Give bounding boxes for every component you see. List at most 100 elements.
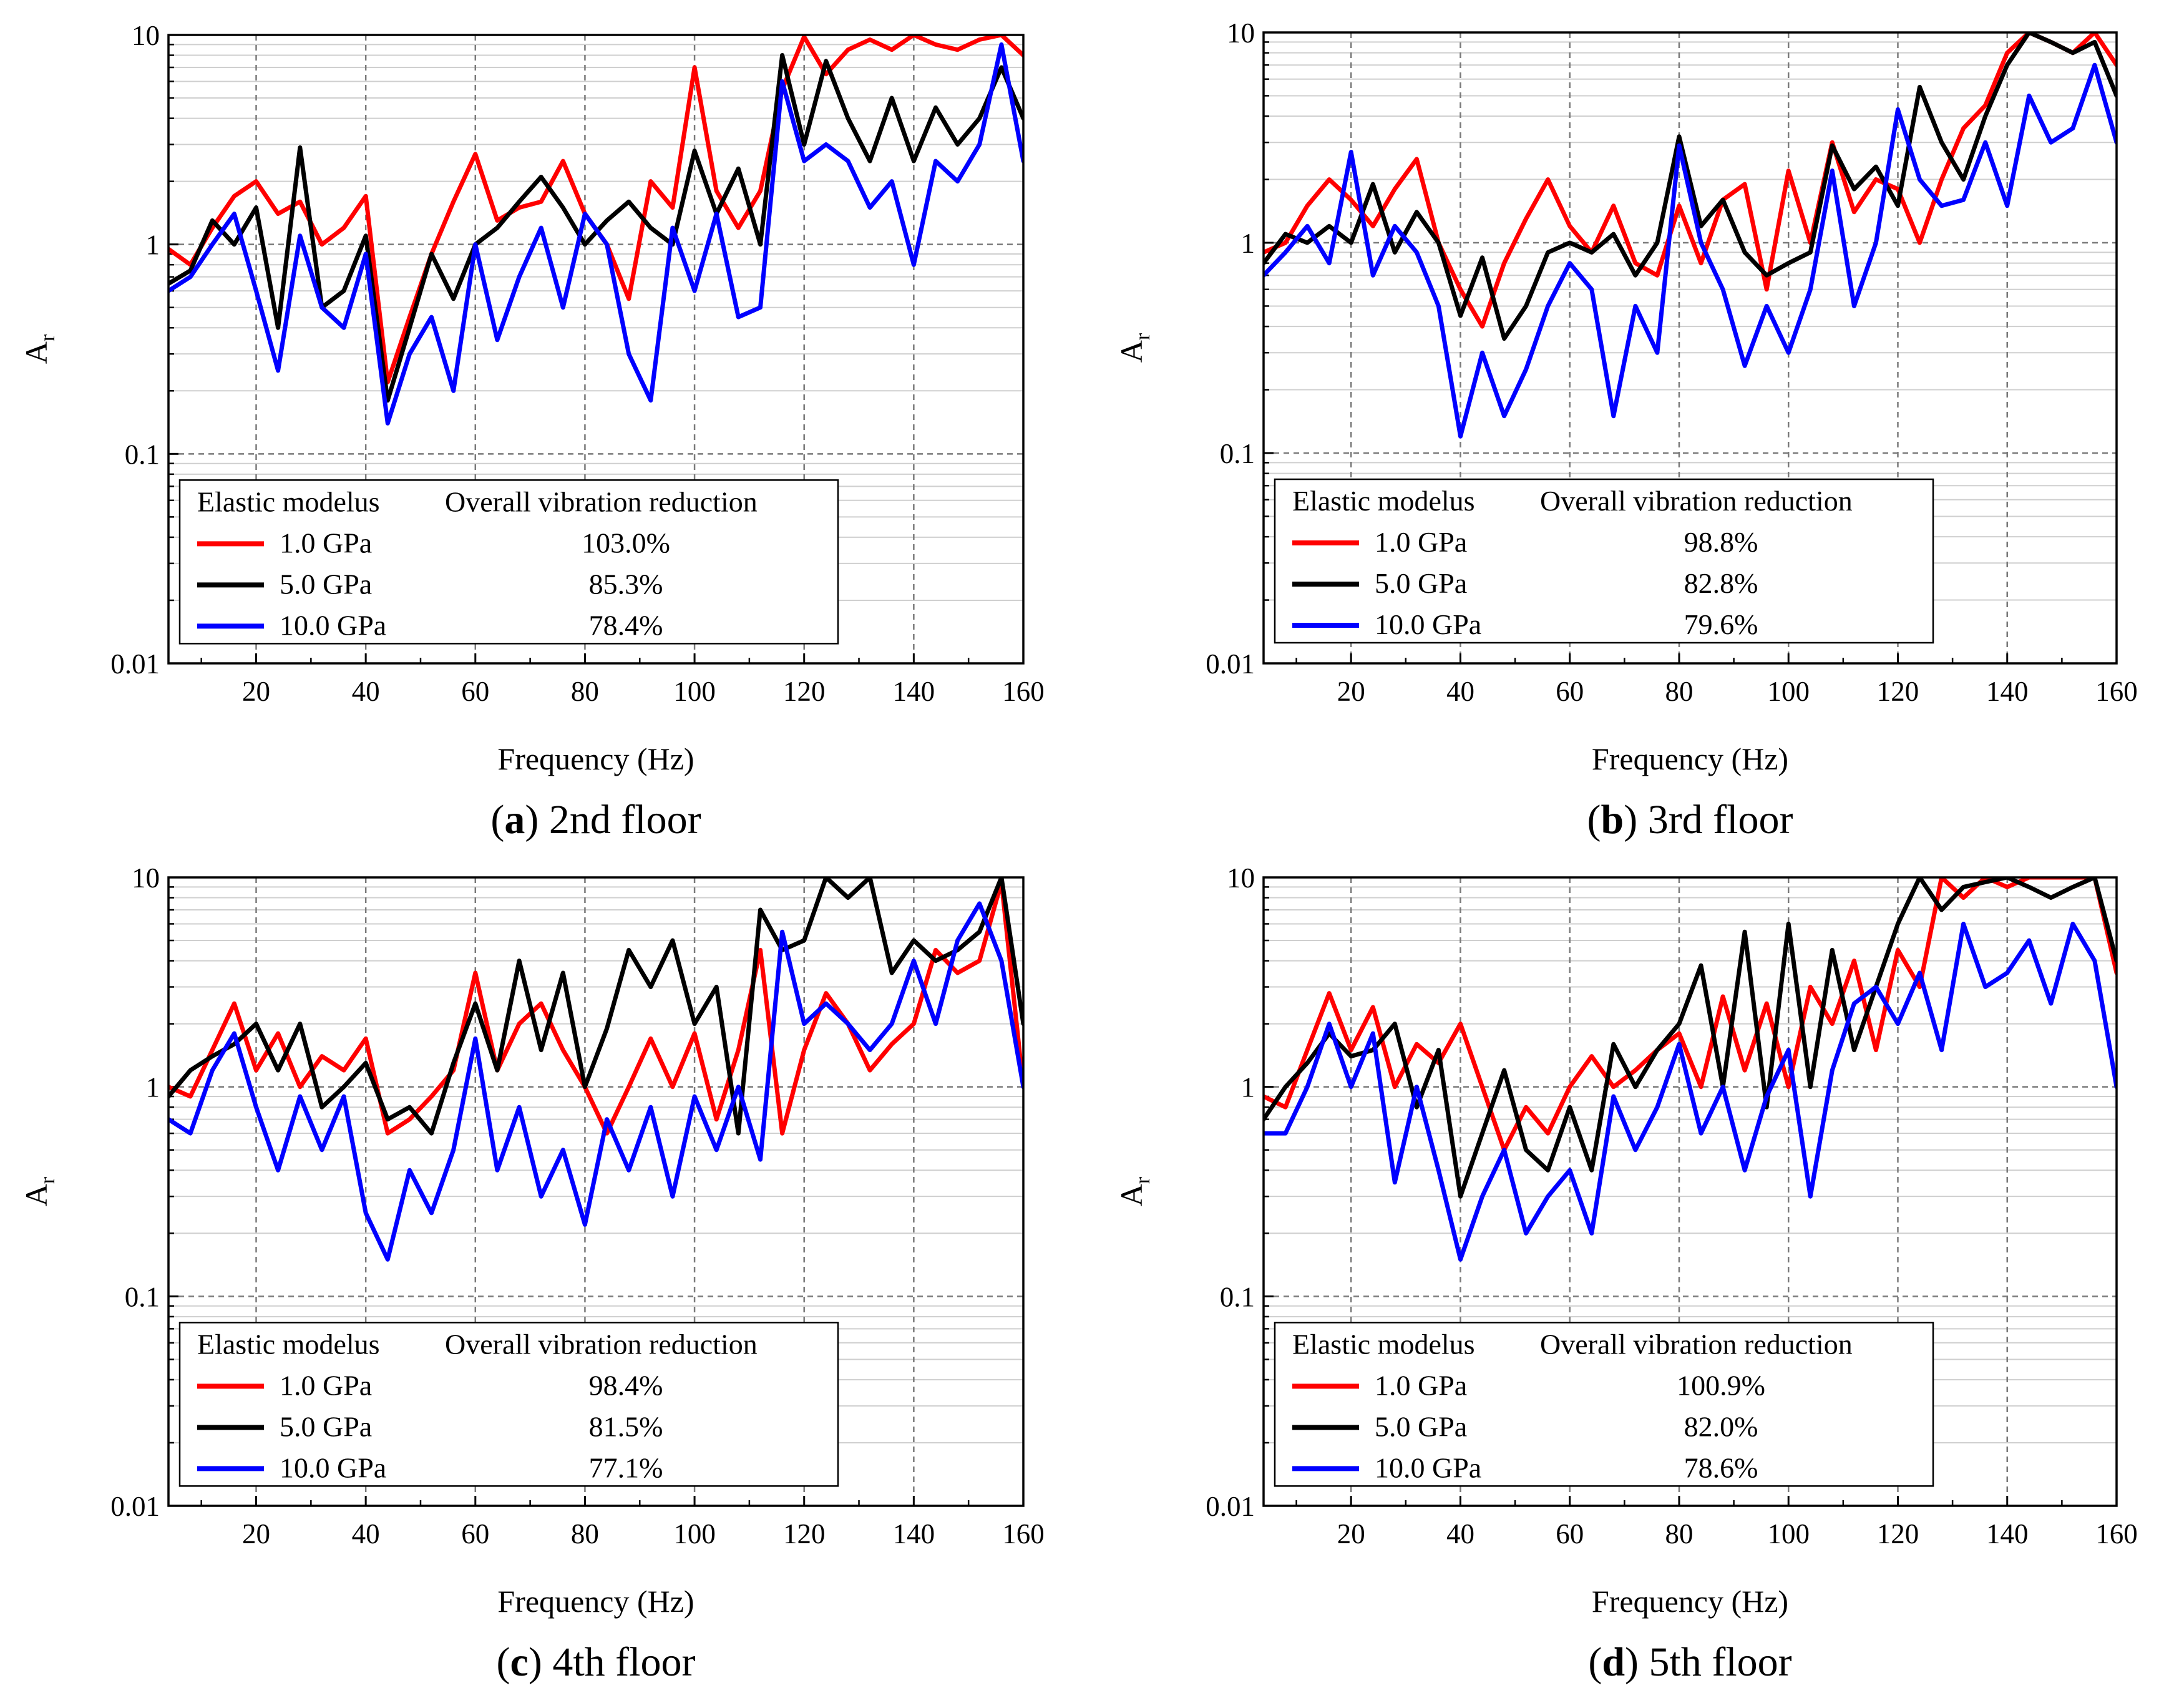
- data-point: [671, 1085, 675, 1089]
- data-point: [276, 369, 280, 373]
- data-point: [1962, 127, 1966, 130]
- data-point: [846, 896, 850, 899]
- data-point: [1393, 250, 1396, 254]
- data-point: [255, 1068, 258, 1072]
- data-point: [517, 959, 521, 963]
- data-point: [1743, 364, 1747, 368]
- series-group: [168, 35, 1023, 426]
- data-point: [2071, 922, 2075, 925]
- legend-series-name: 1.0 GPa: [1375, 1369, 1467, 1401]
- data-point: [1568, 1085, 1572, 1089]
- data-point: [1459, 314, 1462, 318]
- legend-header-reduction: Overall vibration reduction: [1540, 1328, 1853, 1360]
- data-point: [320, 1055, 324, 1058]
- legend-series-name: 1.0 GPa: [1375, 526, 1467, 558]
- data-point: [1415, 250, 1418, 254]
- series-line-10-0-GPa: [1264, 62, 2117, 439]
- data-point: [1677, 135, 1681, 139]
- data-point: [276, 1032, 280, 1035]
- data-point: [210, 1068, 214, 1072]
- x-tick-label: 100: [673, 1518, 716, 1549]
- data-point: [386, 421, 389, 425]
- legend-reduction-value: 103.0%: [582, 527, 670, 559]
- data-point: [1962, 198, 1966, 202]
- panel-caption: (d) 5th floor: [1588, 1639, 1791, 1685]
- data-point: [736, 1131, 740, 1135]
- series-group: [1264, 32, 2117, 439]
- data-point: [824, 143, 828, 146]
- data-point: [1393, 187, 1396, 191]
- data-point: [649, 399, 653, 403]
- data-point: [1305, 1085, 1309, 1089]
- caption-text: 2nd floor: [539, 797, 701, 842]
- legend-series-name: 5.0 GPa: [280, 1410, 372, 1442]
- data-point: [890, 1042, 894, 1046]
- legend-header-modulus: Elastic modelus: [197, 486, 380, 517]
- x-tick-label: 40: [352, 676, 380, 707]
- data-point: [210, 1055, 214, 1058]
- data-point: [1327, 1022, 1331, 1026]
- data-point: [2093, 959, 2097, 963]
- x-tick-label: 160: [1002, 1518, 1045, 1549]
- series-group: [168, 877, 1023, 1262]
- data-point: [298, 1095, 302, 1098]
- data-point: [1699, 1085, 1703, 1089]
- data-point: [1984, 985, 1987, 988]
- data-point: [1852, 959, 1856, 963]
- panel-caption: (c) 4th floor: [497, 1639, 696, 1685]
- data-point: [1808, 985, 1812, 988]
- data-point: [1415, 210, 1418, 214]
- data-point: [1349, 1085, 1353, 1089]
- data-point: [1786, 351, 1790, 354]
- data-point: [1852, 1002, 1856, 1005]
- legend-header-modulus: Elastic modelus: [1292, 485, 1475, 517]
- data-point: [232, 1032, 236, 1035]
- data-point: [846, 159, 850, 163]
- x-tick-label: 160: [2095, 676, 2138, 707]
- legend-header-reduction: Overall vibration reduction: [1540, 485, 1853, 517]
- data-point: [1984, 140, 1987, 144]
- series-line-10-0-GPa: [1264, 922, 2117, 1262]
- y-tick-label: 10: [132, 20, 160, 51]
- data-point: [561, 1148, 565, 1152]
- x-tick-label: 140: [1986, 1518, 2029, 1549]
- data-point: [934, 948, 937, 952]
- x-tick-label: 40: [1446, 676, 1474, 707]
- y-axis-label: Ar: [1114, 1176, 1154, 1206]
- data-point: [1765, 304, 1768, 308]
- data-point: [1962, 885, 1966, 889]
- y-axis-label-subscript: r: [36, 334, 59, 341]
- plot-frame: [167, 876, 1025, 1507]
- data-point: [1327, 178, 1331, 182]
- data-point: [714, 1118, 718, 1121]
- data-point: [2049, 896, 2053, 899]
- data-point: [1503, 261, 1506, 265]
- series-group: [1264, 877, 2117, 1262]
- chart-panel-d: 10 1 0.1 0.01 20 40 60 80 100 120 140 160 Elastic mo…: [1114, 862, 2138, 1685]
- data-point: [210, 1048, 214, 1052]
- data-point: [934, 105, 937, 109]
- data-point: [1743, 250, 1747, 254]
- data-point: [1524, 368, 1528, 371]
- data-point: [1699, 261, 1703, 265]
- data-point: [1524, 304, 1528, 308]
- series-line-5-0-GPa: [1264, 32, 2117, 341]
- data-point: [1962, 896, 1966, 899]
- data-point: [276, 326, 280, 329]
- data-point: [1655, 1105, 1659, 1109]
- data-point: [824, 59, 828, 63]
- data-point: [188, 269, 192, 273]
- data-point: [1371, 182, 1375, 186]
- data-point: [1590, 288, 1594, 291]
- x-tick-label: 80: [1665, 1518, 1693, 1549]
- data-point: [255, 1022, 258, 1026]
- data-point: [1459, 1257, 1462, 1261]
- data-point: [649, 985, 653, 988]
- caption-text: 3rd floor: [1637, 797, 1793, 842]
- data-point: [1568, 261, 1572, 265]
- x-tick-label: 140: [1986, 676, 2029, 707]
- x-tick-label: 60: [1556, 676, 1584, 707]
- data-point: [495, 338, 499, 342]
- data-point: [956, 939, 960, 942]
- data-point: [1393, 224, 1396, 228]
